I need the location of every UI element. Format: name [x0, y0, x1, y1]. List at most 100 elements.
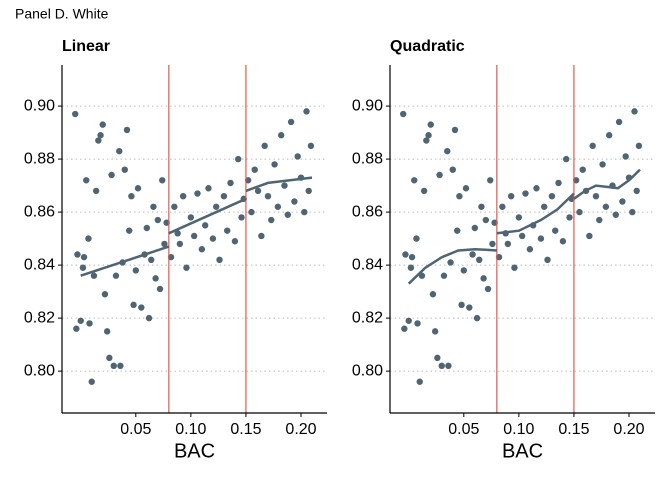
point — [83, 177, 90, 184]
point — [121, 166, 128, 173]
point — [79, 264, 87, 271]
point — [416, 378, 423, 385]
point — [451, 126, 459, 134]
point — [148, 256, 155, 264]
point — [434, 354, 441, 362]
x-tick-label: 0.15 — [558, 421, 589, 438]
point — [629, 208, 636, 216]
point — [88, 378, 95, 385]
point — [303, 108, 310, 115]
point — [579, 166, 586, 173]
point — [264, 192, 272, 200]
point — [555, 179, 562, 187]
point — [90, 272, 98, 279]
point — [106, 354, 113, 362]
x-tick-label: 0.10 — [503, 421, 534, 438]
point — [526, 246, 534, 253]
point — [429, 291, 437, 298]
point — [291, 198, 298, 205]
point — [548, 192, 556, 200]
point — [194, 190, 201, 197]
point — [566, 214, 573, 221]
point — [231, 238, 239, 245]
point — [533, 185, 540, 192]
point — [117, 362, 124, 370]
point — [183, 264, 190, 271]
point — [271, 161, 278, 168]
point — [456, 192, 463, 200]
point — [458, 301, 465, 309]
point — [402, 251, 409, 258]
point — [491, 219, 498, 226]
point — [596, 216, 603, 224]
point — [476, 256, 483, 264]
point — [425, 132, 432, 139]
point — [95, 137, 102, 144]
point — [504, 240, 512, 248]
y-tick-label: 0.80 — [24, 362, 55, 379]
point — [216, 256, 223, 264]
point — [112, 272, 120, 279]
point — [201, 222, 209, 229]
x-tick-label: 0.20 — [285, 421, 316, 438]
point — [187, 214, 195, 221]
point — [261, 142, 268, 150]
point — [469, 251, 476, 258]
point — [307, 142, 315, 150]
point — [198, 246, 206, 253]
point — [284, 211, 291, 218]
point — [99, 121, 106, 128]
point — [431, 328, 439, 335]
point — [460, 267, 467, 274]
point — [174, 230, 181, 237]
point — [473, 314, 481, 322]
point — [254, 187, 262, 195]
point — [138, 304, 145, 311]
panel-title: Quadratic — [390, 38, 465, 55]
point — [511, 264, 518, 271]
point — [552, 227, 559, 234]
x-tick-label: 0.10 — [175, 421, 206, 438]
point — [420, 187, 428, 195]
point — [101, 291, 109, 298]
point — [73, 325, 80, 332]
point — [478, 203, 485, 210]
point — [220, 192, 228, 200]
x-tick-label: 0.15 — [230, 421, 261, 438]
x-axis-label: BAC — [174, 440, 215, 462]
point — [281, 182, 288, 189]
point — [132, 267, 139, 274]
point — [445, 362, 452, 370]
fit-line — [407, 168, 641, 285]
point — [633, 187, 640, 195]
point — [612, 211, 619, 218]
point — [589, 142, 596, 150]
point — [405, 317, 412, 324]
point — [436, 171, 443, 179]
point — [515, 214, 523, 221]
fit-line — [80, 176, 313, 277]
point — [615, 118, 623, 126]
point — [268, 216, 275, 224]
y-tick-label: 0.88 — [352, 150, 383, 167]
point — [438, 362, 445, 370]
point — [444, 147, 451, 155]
point — [522, 190, 529, 197]
point — [116, 147, 123, 155]
point — [161, 240, 168, 248]
point — [499, 203, 506, 210]
y-tick-label: 0.86 — [352, 203, 383, 220]
point — [559, 238, 567, 245]
x-axis-label: BAC — [502, 440, 543, 462]
point — [413, 235, 420, 242]
point — [466, 304, 473, 311]
point — [150, 203, 157, 210]
point — [537, 235, 545, 242]
point — [305, 187, 312, 195]
point — [143, 224, 151, 232]
point — [171, 203, 178, 210]
point — [401, 325, 408, 332]
point — [77, 317, 84, 324]
y-tick-label: 0.88 — [24, 150, 55, 167]
point — [92, 187, 100, 195]
